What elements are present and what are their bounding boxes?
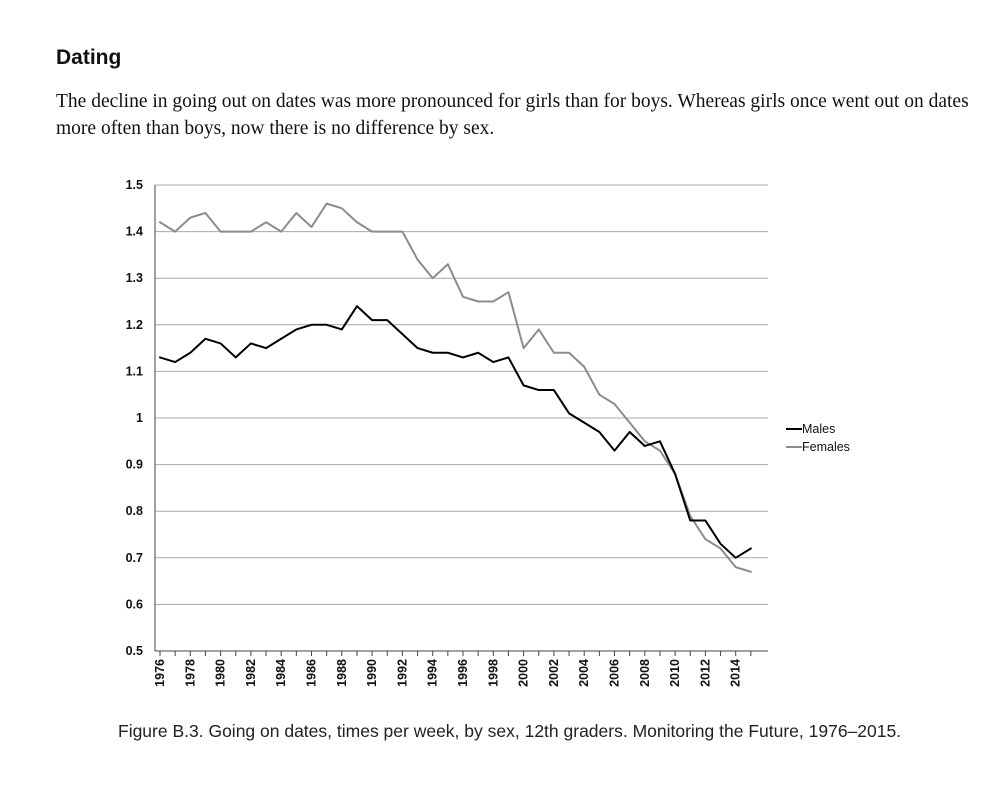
grid-lines — [155, 184, 768, 652]
y-tick-label: 0.6 — [126, 597, 143, 611]
x-tick-label: 1986 — [305, 659, 319, 687]
intro-paragraph: The decline in going out on dates was mo… — [56, 91, 969, 139]
series-lines — [159, 202, 752, 573]
legend: Males Females — [786, 422, 850, 454]
x-tick-label: 1984 — [274, 659, 288, 687]
y-tick-label: 1.3 — [126, 271, 143, 285]
axes — [154, 185, 768, 652]
y-axis-ticks: 1.5 1.4 1.3 1.2 1.1 1 0.9 0.8 0.7 0.6 0.5 — [126, 178, 143, 658]
y-tick-label: 1.5 — [126, 178, 143, 192]
legend-label-males: Males — [802, 422, 835, 436]
x-tick-label: 2000 — [517, 659, 531, 687]
x-tick-label: 2008 — [638, 659, 652, 687]
x-tick-label: 1980 — [214, 659, 228, 687]
x-tick-label: 1996 — [456, 659, 470, 687]
x-tick-label: 1978 — [183, 659, 197, 687]
y-tick-label: 1.4 — [126, 225, 143, 239]
x-tick-label: 2010 — [668, 659, 682, 687]
series-line-females — [159, 202, 752, 573]
x-tick-label: 1982 — [244, 659, 258, 687]
x-tick-label: 1976 — [153, 659, 167, 687]
y-tick-label: 0.9 — [126, 458, 143, 472]
x-tick-label: 1990 — [365, 659, 379, 687]
figure-caption: Figure B.3. Going on dates, times per we… — [118, 721, 902, 741]
x-tick-label: 1988 — [335, 659, 349, 687]
x-tick-label: 1998 — [486, 659, 500, 687]
series-line-males — [159, 305, 752, 559]
y-tick-label: 0.8 — [126, 504, 143, 518]
x-tick-label: 1994 — [426, 659, 440, 687]
y-tick-label: 1.1 — [126, 364, 143, 378]
x-tick-label: 2014 — [729, 659, 743, 687]
x-axis-ticks: 1976 1978 1980 1982 1984 1986 1988 1990 1992 1994… — [153, 651, 752, 687]
x-tick-label: 2012 — [698, 659, 712, 687]
y-tick-label: 1 — [136, 411, 143, 425]
y-tick-label: 1.2 — [126, 318, 143, 332]
x-tick-label: 2004 — [577, 659, 591, 687]
x-tick-label: 1992 — [395, 659, 409, 687]
x-tick-label: 2002 — [547, 659, 561, 687]
y-tick-label: 0.5 — [126, 644, 143, 658]
x-tick-label: 2006 — [608, 659, 622, 687]
y-tick-label: 0.7 — [126, 551, 143, 565]
legend-label-females: Females — [802, 440, 850, 454]
section-heading: Dating — [56, 46, 122, 69]
